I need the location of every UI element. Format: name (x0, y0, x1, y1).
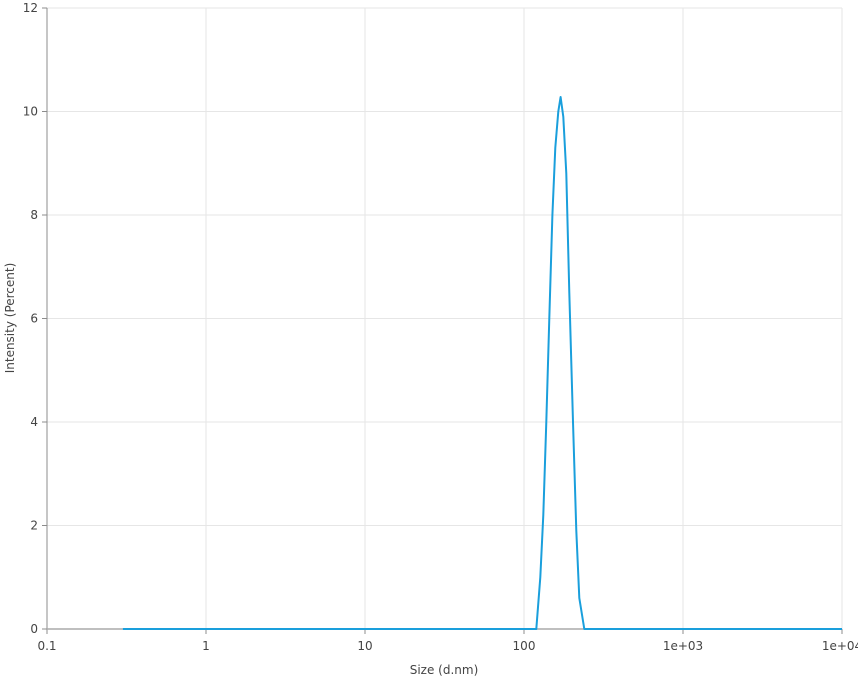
y-tick-label: 0 (30, 622, 38, 636)
series (122, 96, 842, 630)
x-axis-label: Size (d.nm) (410, 663, 479, 677)
series-line (122, 96, 842, 630)
grid (47, 7, 843, 629)
x-tick-label: 0.1 (37, 639, 56, 653)
y-tick-label: 4 (30, 415, 38, 429)
y-axis-label: Intensity (Percent) (3, 263, 17, 374)
y-tick-label: 6 (30, 312, 38, 326)
x-tick-label: 1e+04 (822, 639, 858, 653)
x-tick-label: 100 (513, 639, 536, 653)
tick-labels: 0.1 1 10 100 1e+03 1e+04 0 2 4 6 8 10 12 (23, 1, 858, 653)
axes (42, 7, 843, 634)
y-tick-label: 10 (23, 105, 38, 119)
y-tick-label: 12 (23, 1, 38, 15)
x-tick-label: 1 (202, 639, 210, 653)
y-tick-label: 8 (30, 208, 38, 222)
x-tick-label: 10 (357, 639, 372, 653)
y-tick-label: 2 (30, 519, 38, 533)
x-tick-label: 1e+03 (663, 639, 703, 653)
